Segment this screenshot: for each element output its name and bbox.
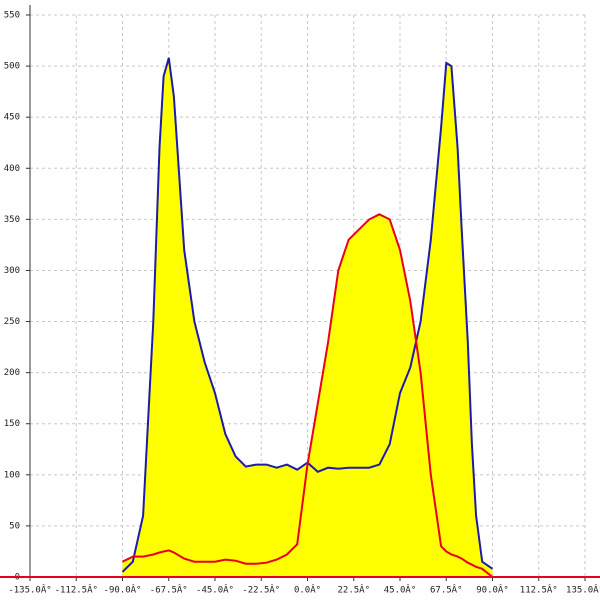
y-tick-label: 200 xyxy=(4,368,20,378)
y-tick-label: 50 xyxy=(9,521,20,531)
x-tick-label: -67.5Â° xyxy=(150,584,188,596)
x-tick-label: -22.5Â° xyxy=(242,584,280,596)
y-tick-label: 350 xyxy=(4,215,20,225)
x-tick-label: 135.0Â° xyxy=(566,584,600,596)
line xyxy=(121,57,494,573)
y-tick-label: 100 xyxy=(4,470,20,480)
y-tick-label: 450 xyxy=(4,113,20,123)
x-tick-label: 0.0Â° xyxy=(294,584,321,596)
x-tick-label: -90.0Â° xyxy=(104,584,142,596)
x-tick-label: 45.0Â° xyxy=(384,584,417,596)
x-tick-label: 22.5Â° xyxy=(337,584,370,596)
y-tick-label: 150 xyxy=(4,419,20,429)
x-tick-label: 112.5Â° xyxy=(520,584,558,596)
x-tick-label: 90.0Â° xyxy=(476,584,509,596)
x-tick-label: -45.0Â° xyxy=(196,584,234,596)
y-tick-label: 550 xyxy=(4,11,20,21)
y-tick-label: 400 xyxy=(4,164,20,174)
y-tick-label: 250 xyxy=(4,317,20,327)
x-tick-label: -135.0Â° xyxy=(8,584,51,596)
x-tick-label: 67.5Â° xyxy=(430,584,463,596)
y-tick-label: 300 xyxy=(4,266,20,276)
line xyxy=(122,213,494,578)
y-tick-label: 500 xyxy=(4,62,20,72)
x-tick-label: -112.5Â° xyxy=(55,584,98,596)
area xyxy=(122,214,493,578)
